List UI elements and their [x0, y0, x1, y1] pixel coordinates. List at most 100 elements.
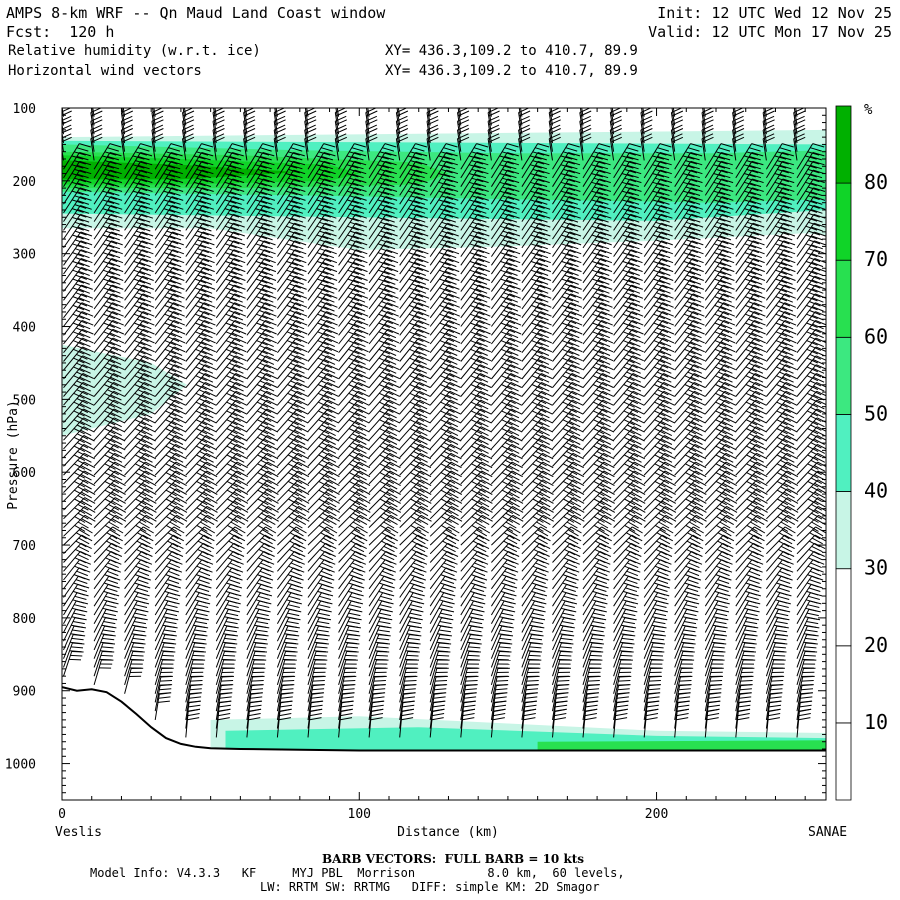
wind-barb [185, 550, 214, 572]
wind-barb [613, 178, 642, 205]
wind-barb [368, 152, 397, 179]
wind-barb [124, 470, 157, 493]
wind-barb [338, 497, 371, 520]
wind-barb [215, 435, 248, 458]
wind-barb [215, 169, 245, 196]
wind-barb [185, 196, 214, 222]
colorbar-level-label: 50 [864, 401, 888, 425]
wind-barb [457, 124, 470, 152]
wind-barb [399, 205, 428, 231]
wind-barb [793, 133, 806, 161]
wind-barb [154, 266, 185, 292]
wind-barb [246, 534, 276, 555]
wind-barb [307, 169, 336, 196]
wind-barb [368, 479, 401, 502]
wind-barb [613, 417, 645, 441]
wind-barb [185, 187, 214, 214]
wind-barb [338, 169, 367, 196]
wind-barb [154, 160, 183, 187]
wind-barb [124, 160, 153, 187]
wind-barb [735, 417, 767, 441]
wind-barb [582, 534, 612, 555]
wind-barb [124, 231, 154, 257]
wind-barb [243, 115, 256, 144]
wind-barb [429, 497, 463, 520]
wind-barb [521, 625, 545, 651]
wind-barb [246, 169, 275, 196]
wind-barb [93, 514, 127, 537]
wind-barb [732, 115, 745, 144]
wind-barb [610, 108, 615, 126]
wind-barb [368, 266, 399, 292]
wind-barb [582, 187, 612, 214]
wind-barb [185, 575, 213, 598]
wind-barb [582, 213, 612, 240]
wind-barb [765, 625, 789, 651]
wind-barb [124, 435, 156, 458]
wind-barb [93, 488, 126, 511]
wind-barb [460, 708, 476, 738]
wind-barb [460, 178, 489, 205]
wind-barb [735, 514, 768, 537]
wind-barb [491, 470, 523, 493]
wind-barb [307, 634, 330, 659]
wind-barb [338, 608, 363, 633]
wind-barb [124, 625, 148, 651]
wind-barb [63, 600, 89, 624]
wind-barb [338, 625, 361, 651]
wind-barb [703, 108, 706, 117]
wind-barb [124, 169, 153, 196]
wind-barb [338, 617, 362, 642]
init-time: Init: 12 UTC Wed 12 Nov 25 [657, 4, 892, 22]
wind-barb [185, 426, 217, 450]
wind-barb [63, 187, 92, 214]
wind-barb [765, 600, 791, 624]
wind-barb [643, 240, 673, 266]
wind-barb [277, 293, 307, 319]
wind-barb [92, 108, 95, 117]
wind-barb [552, 505, 585, 528]
wind-barb [674, 169, 703, 196]
wind-barb [93, 452, 126, 476]
wind-barb [215, 488, 249, 511]
wind-barb [552, 249, 582, 275]
wind-barb [704, 534, 735, 555]
wind-barb [246, 600, 272, 624]
wind-barb [429, 634, 452, 659]
wind-barb [62, 108, 64, 117]
wind-barb [93, 187, 123, 214]
wind-barb [521, 346, 553, 371]
wind-barb [185, 178, 214, 205]
wind-barb [521, 426, 554, 450]
wind-barb [154, 196, 184, 222]
wind-barb [704, 160, 733, 187]
wind-barb [120, 115, 134, 144]
wind-barb [613, 426, 645, 450]
wind-barb [307, 187, 337, 214]
colorbar-swatch [835, 259, 852, 338]
wind-barb [307, 625, 331, 651]
forecast-hour: Fcst: 120 h [6, 23, 115, 41]
wind-barb [338, 461, 371, 485]
colorbar-swatch [835, 182, 852, 261]
wind-barb [460, 514, 493, 537]
wind-barb [63, 337, 94, 362]
wind-barb [429, 408, 462, 432]
wind-barb [552, 617, 576, 642]
wind-barb [124, 213, 154, 240]
wind-barb [674, 249, 704, 275]
wind-barb [399, 505, 432, 528]
wind-barb [246, 426, 279, 450]
wind-barb [307, 600, 333, 624]
wind-barb [460, 625, 484, 651]
wind-barb [154, 505, 188, 528]
wind-barb [704, 634, 727, 659]
wind-barb [674, 608, 699, 633]
wind-barb [582, 337, 614, 362]
wind-barb [552, 600, 578, 624]
wind-barb [215, 443, 248, 467]
wind-barb [338, 514, 371, 537]
wind-barb [643, 625, 667, 651]
wind-barb [766, 364, 797, 389]
wind-barb [491, 479, 524, 502]
